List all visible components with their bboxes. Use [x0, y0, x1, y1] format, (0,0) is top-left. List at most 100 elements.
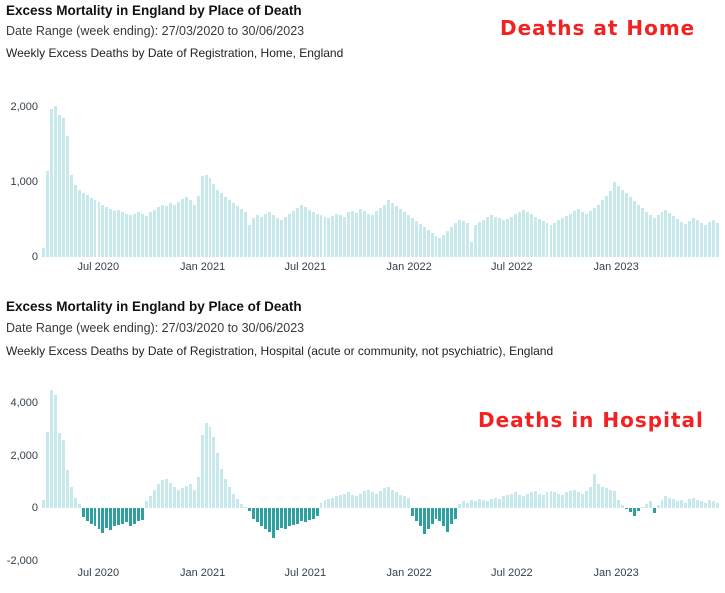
bar	[149, 212, 152, 257]
bar	[121, 212, 125, 257]
bar	[398, 494, 402, 508]
bar	[236, 498, 240, 508]
bar	[466, 502, 470, 508]
bar	[109, 508, 113, 531]
bar	[676, 218, 680, 257]
x-tick-label: Jan 2022	[386, 567, 432, 579]
bar	[101, 508, 105, 533]
bar	[129, 508, 133, 527]
bar	[700, 222, 704, 257]
chart-title: Excess Mortality in England by Place of …	[6, 299, 302, 314]
bar	[597, 204, 601, 257]
bar	[648, 501, 652, 508]
bar	[458, 504, 462, 508]
bar	[168, 203, 172, 257]
bar	[716, 502, 719, 508]
bar	[612, 490, 616, 508]
bar	[379, 208, 382, 257]
bar	[680, 500, 684, 508]
plot-area-hospital	[42, 382, 720, 563]
bar	[474, 501, 478, 508]
bar	[497, 218, 501, 257]
bar	[42, 500, 45, 508]
bar	[208, 426, 212, 508]
bar	[105, 206, 109, 257]
bar	[422, 508, 426, 535]
bar	[228, 200, 232, 257]
x-tick-label: Jan 2023	[593, 567, 639, 579]
bar	[192, 489, 196, 508]
bar	[525, 493, 529, 508]
bar	[497, 498, 501, 508]
x-tick-label: Jul 2020	[77, 261, 120, 273]
bar	[616, 185, 620, 257]
bar	[656, 505, 660, 508]
bar	[628, 508, 632, 512]
bar	[81, 192, 85, 257]
bar	[533, 490, 537, 508]
bar	[343, 493, 347, 508]
bar	[200, 176, 204, 257]
bar	[418, 224, 422, 257]
bar	[612, 182, 616, 257]
bar	[402, 496, 406, 508]
chart-title: Excess Mortality in England by Place of …	[6, 3, 302, 18]
bar	[371, 215, 375, 257]
bar	[45, 431, 49, 508]
bar	[85, 194, 89, 257]
bar	[176, 201, 180, 257]
bar	[620, 505, 624, 508]
bar	[188, 200, 192, 257]
bar	[335, 496, 339, 508]
bar	[327, 218, 331, 257]
bar	[386, 200, 390, 257]
bar	[708, 221, 712, 257]
bar	[700, 501, 704, 508]
bar	[192, 204, 196, 257]
bar	[668, 212, 672, 257]
bar	[236, 206, 240, 257]
bar	[331, 215, 335, 257]
bar	[624, 508, 628, 510]
bar	[660, 500, 664, 508]
bar	[656, 215, 660, 257]
bar	[208, 178, 212, 257]
bar	[379, 490, 382, 508]
bar	[168, 483, 172, 508]
bar	[156, 206, 160, 257]
bar	[470, 500, 474, 508]
y-tick-label: 0	[31, 251, 38, 263]
bar	[347, 212, 351, 257]
bar	[632, 200, 636, 257]
bar	[125, 214, 129, 257]
bar	[442, 508, 446, 527]
bar	[248, 508, 252, 511]
bar	[331, 497, 335, 508]
bar	[311, 508, 315, 519]
bar	[315, 508, 319, 516]
bar	[458, 219, 462, 257]
bar	[220, 193, 224, 257]
bar	[652, 218, 656, 257]
bar	[490, 215, 493, 257]
bar	[430, 508, 434, 524]
bar	[299, 508, 303, 522]
bar	[704, 502, 708, 508]
bar	[494, 497, 497, 508]
bar	[295, 508, 299, 524]
bar	[482, 219, 486, 257]
bar	[319, 502, 323, 508]
bar	[240, 504, 244, 508]
bar	[164, 479, 168, 508]
chart-caption: Weekly Excess Deaths by Date of Registra…	[6, 46, 344, 60]
bar	[141, 508, 145, 520]
bar	[478, 221, 482, 257]
bar	[268, 212, 271, 257]
bar	[466, 222, 470, 257]
bar	[93, 200, 97, 257]
bar	[351, 210, 355, 257]
bar	[295, 208, 299, 257]
bar	[577, 492, 581, 508]
bar	[565, 492, 569, 508]
bar	[73, 497, 77, 508]
